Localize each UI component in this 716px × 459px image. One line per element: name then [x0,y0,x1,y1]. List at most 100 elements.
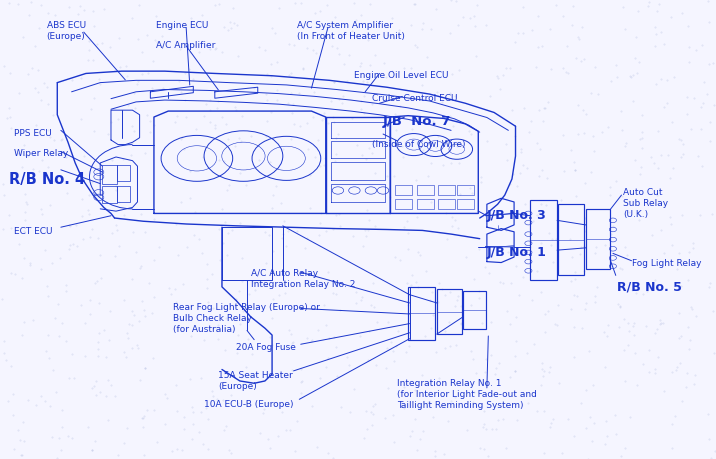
Point [465,347,477,355]
Point [142,32,153,39]
Point [52,454,63,459]
Point [358,109,369,117]
Point [651,325,662,332]
Text: R/B No. 5: R/B No. 5 [617,281,682,294]
Point [501,307,513,314]
Point [412,213,423,220]
Point [151,38,163,45]
Point [682,110,693,117]
Point [589,292,601,300]
Point [568,3,579,10]
Point [140,228,151,235]
Point [535,240,546,247]
Point [77,235,89,243]
Point [524,243,536,250]
Point [33,168,44,175]
Point [418,132,430,140]
Point [432,88,443,95]
Point [503,248,514,255]
Point [650,80,662,88]
Point [173,252,184,259]
Point [311,444,323,451]
Point [33,24,44,31]
Point [444,288,455,296]
Point [26,0,37,6]
Point [210,122,221,129]
Point [157,84,168,92]
Point [261,281,272,288]
Point [388,35,400,42]
Point [324,335,335,342]
Point [536,201,547,208]
Point [135,262,147,269]
Point [704,60,715,67]
Point [533,209,545,217]
Point [357,78,369,85]
Point [126,321,137,329]
Point [267,191,279,199]
Point [508,171,519,178]
Point [483,269,495,276]
Point [75,115,87,123]
Point [111,226,122,234]
Point [410,176,422,184]
Point [390,342,402,350]
Point [63,4,74,11]
Point [18,254,29,261]
Point [546,235,558,243]
Point [186,403,198,410]
Point [92,40,103,48]
Point [430,452,441,459]
Point [8,411,19,419]
Point [341,77,352,84]
Point [450,216,461,223]
Point [665,220,677,227]
Point [702,90,713,97]
Text: J/B No. 3: J/B No. 3 [487,209,546,222]
Point [450,302,461,310]
Point [14,437,26,444]
Point [588,419,599,426]
Point [261,70,273,78]
Point [330,211,342,218]
Point [296,377,308,384]
Point [443,319,455,326]
Point [132,344,143,352]
Point [18,318,29,325]
Point [382,384,394,392]
Point [364,144,375,151]
Point [453,139,465,146]
Point [267,295,279,302]
Point [475,178,487,185]
Point [327,113,339,121]
Point [57,423,68,431]
Point [147,309,158,316]
Point [60,281,72,289]
Point [656,29,667,36]
Point [645,153,657,161]
Point [657,319,669,326]
Point [649,276,660,284]
Point [236,277,248,284]
Point [19,216,31,223]
Point [532,12,543,20]
Point [542,308,553,315]
Point [538,104,550,111]
Point [527,218,538,225]
Point [422,173,434,180]
Point [565,305,576,313]
Point [482,453,493,459]
Point [261,133,272,140]
Point [426,25,437,32]
Point [364,328,375,335]
Point [283,227,294,235]
Text: A/C System Amplifier
(In Front of Heater Unit): A/C System Amplifier (In Front of Heater… [297,21,405,41]
Point [582,455,594,459]
Point [707,211,716,218]
Point [533,106,544,114]
Point [436,285,448,293]
Point [289,121,300,128]
Point [601,332,612,339]
Point [344,361,355,369]
Point [223,181,235,189]
